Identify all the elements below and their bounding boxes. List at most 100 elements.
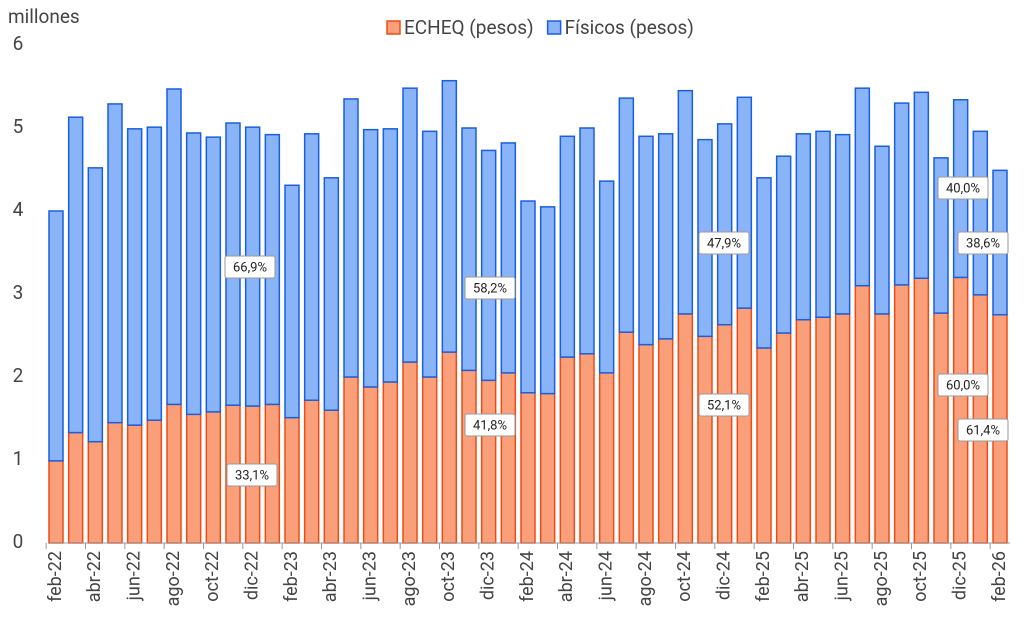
bar-segment [933,312,949,544]
annotation-text: 52,1% [707,398,741,413]
bar-segment [303,399,320,544]
annotation-box [957,418,1009,442]
x-tick-label: abr-23 [320,551,341,602]
bar-segment [166,88,182,406]
bar-segment [48,210,64,462]
y-tick-label: 4 [13,198,24,221]
annotation: 58,2% [464,276,516,300]
bar-segment [952,276,969,544]
x-tick-label: jun-22 [123,551,144,601]
bar-segment [362,386,379,544]
annotation-text: 40,0% [946,181,980,196]
annotation-box [698,393,750,417]
bar-segment [559,135,576,358]
bar-segment [618,331,635,544]
annotation-box [937,176,989,200]
bar-segment [284,184,300,419]
bar-segment [402,361,418,544]
x-tick-label: dic-23 [477,551,498,600]
x-tick-label: feb-22 [45,551,66,602]
bar-segment [854,87,871,287]
bar-segment [775,155,792,334]
bar-segment [657,338,674,544]
bar-segment [107,421,123,544]
bar-segment [716,323,733,544]
bar-segment [382,381,399,544]
bar-segment [638,343,654,544]
bar-segment [874,145,890,315]
bar-segment [893,284,910,544]
x-tick-label: dic-22 [241,551,262,600]
annotation-box [698,231,750,255]
x-tick-label: abr-22 [84,551,105,602]
x-tick-label: jun-25 [831,551,852,601]
annotation-text: 33,1% [235,468,269,483]
bar-segment [598,372,615,544]
bar-segment [480,149,497,382]
bar-segment [441,79,458,353]
bar-segment [284,416,300,544]
bar-segment [756,177,772,349]
x-tick-label: ago-23 [399,551,420,606]
annotation-box [464,276,516,300]
y-tick-label: 5 [13,115,24,138]
bar-segment [500,142,517,374]
x-tick-label: abr-24 [556,551,577,602]
annotation: 60,0% [937,373,989,397]
annotation-box [464,413,516,437]
y-tick-label: 6 [13,32,24,55]
annotation: 66,9% [224,255,276,279]
bar-segment [579,353,595,544]
bar-segment [67,116,84,434]
bar-segment [559,356,576,544]
x-tick-label: oct-23 [438,551,459,602]
x-tick-label: ago-22 [163,551,184,606]
bar-segment [185,132,202,416]
bar-segment [638,135,654,346]
bar-segment [166,403,182,544]
bar-segment [598,180,615,374]
x-tick-label: feb-25 [753,551,774,602]
annotation: 47,9% [698,231,750,255]
annotation: 40,0% [937,176,989,200]
bar-segment [520,200,536,394]
y-tick-label: 3 [13,281,24,304]
bar-segment [146,419,163,544]
bar-segment [500,372,517,544]
bar-segment [48,460,64,544]
bar-segment [854,284,871,544]
bar-segment [657,133,674,340]
bar-segment [795,133,812,321]
legend-label: Físicos (pesos) [565,16,694,39]
annotation-text: 58,2% [473,281,507,296]
bar-segment [795,318,812,544]
annotation: 41,8% [464,413,516,437]
annotation-box [937,373,989,397]
y-axis-label: millones [8,5,80,28]
bar-segment [618,97,635,333]
annotation-text: 60,0% [946,378,980,393]
annotation: 33,1% [226,463,278,487]
bar-segment [520,392,536,544]
x-tick-label: ago-24 [635,551,656,606]
annotation-text: 47,9% [707,236,741,251]
annotation-text: 38,6% [966,236,1000,251]
bar-segment [756,347,772,544]
legend-label: ECHEQ (pesos) [404,16,534,39]
bar-segment [913,91,930,279]
legend-swatch [546,20,562,35]
bar-segment [539,206,556,395]
bar-segment [107,103,123,424]
bar-segment [815,130,831,318]
bar-segment [677,313,694,544]
bar-segment [972,130,989,296]
x-tick-label: feb-24 [517,551,538,602]
x-tick-label: oct-22 [202,551,223,602]
annotation: 61,4% [957,418,1009,442]
y-tick-label: 2 [13,364,24,387]
bar-segment [421,376,438,544]
y-tick-label: 0 [13,530,24,553]
x-tick-label: dic-24 [713,551,734,600]
bar-segment [461,127,477,372]
x-tick-label: oct-24 [674,551,695,602]
